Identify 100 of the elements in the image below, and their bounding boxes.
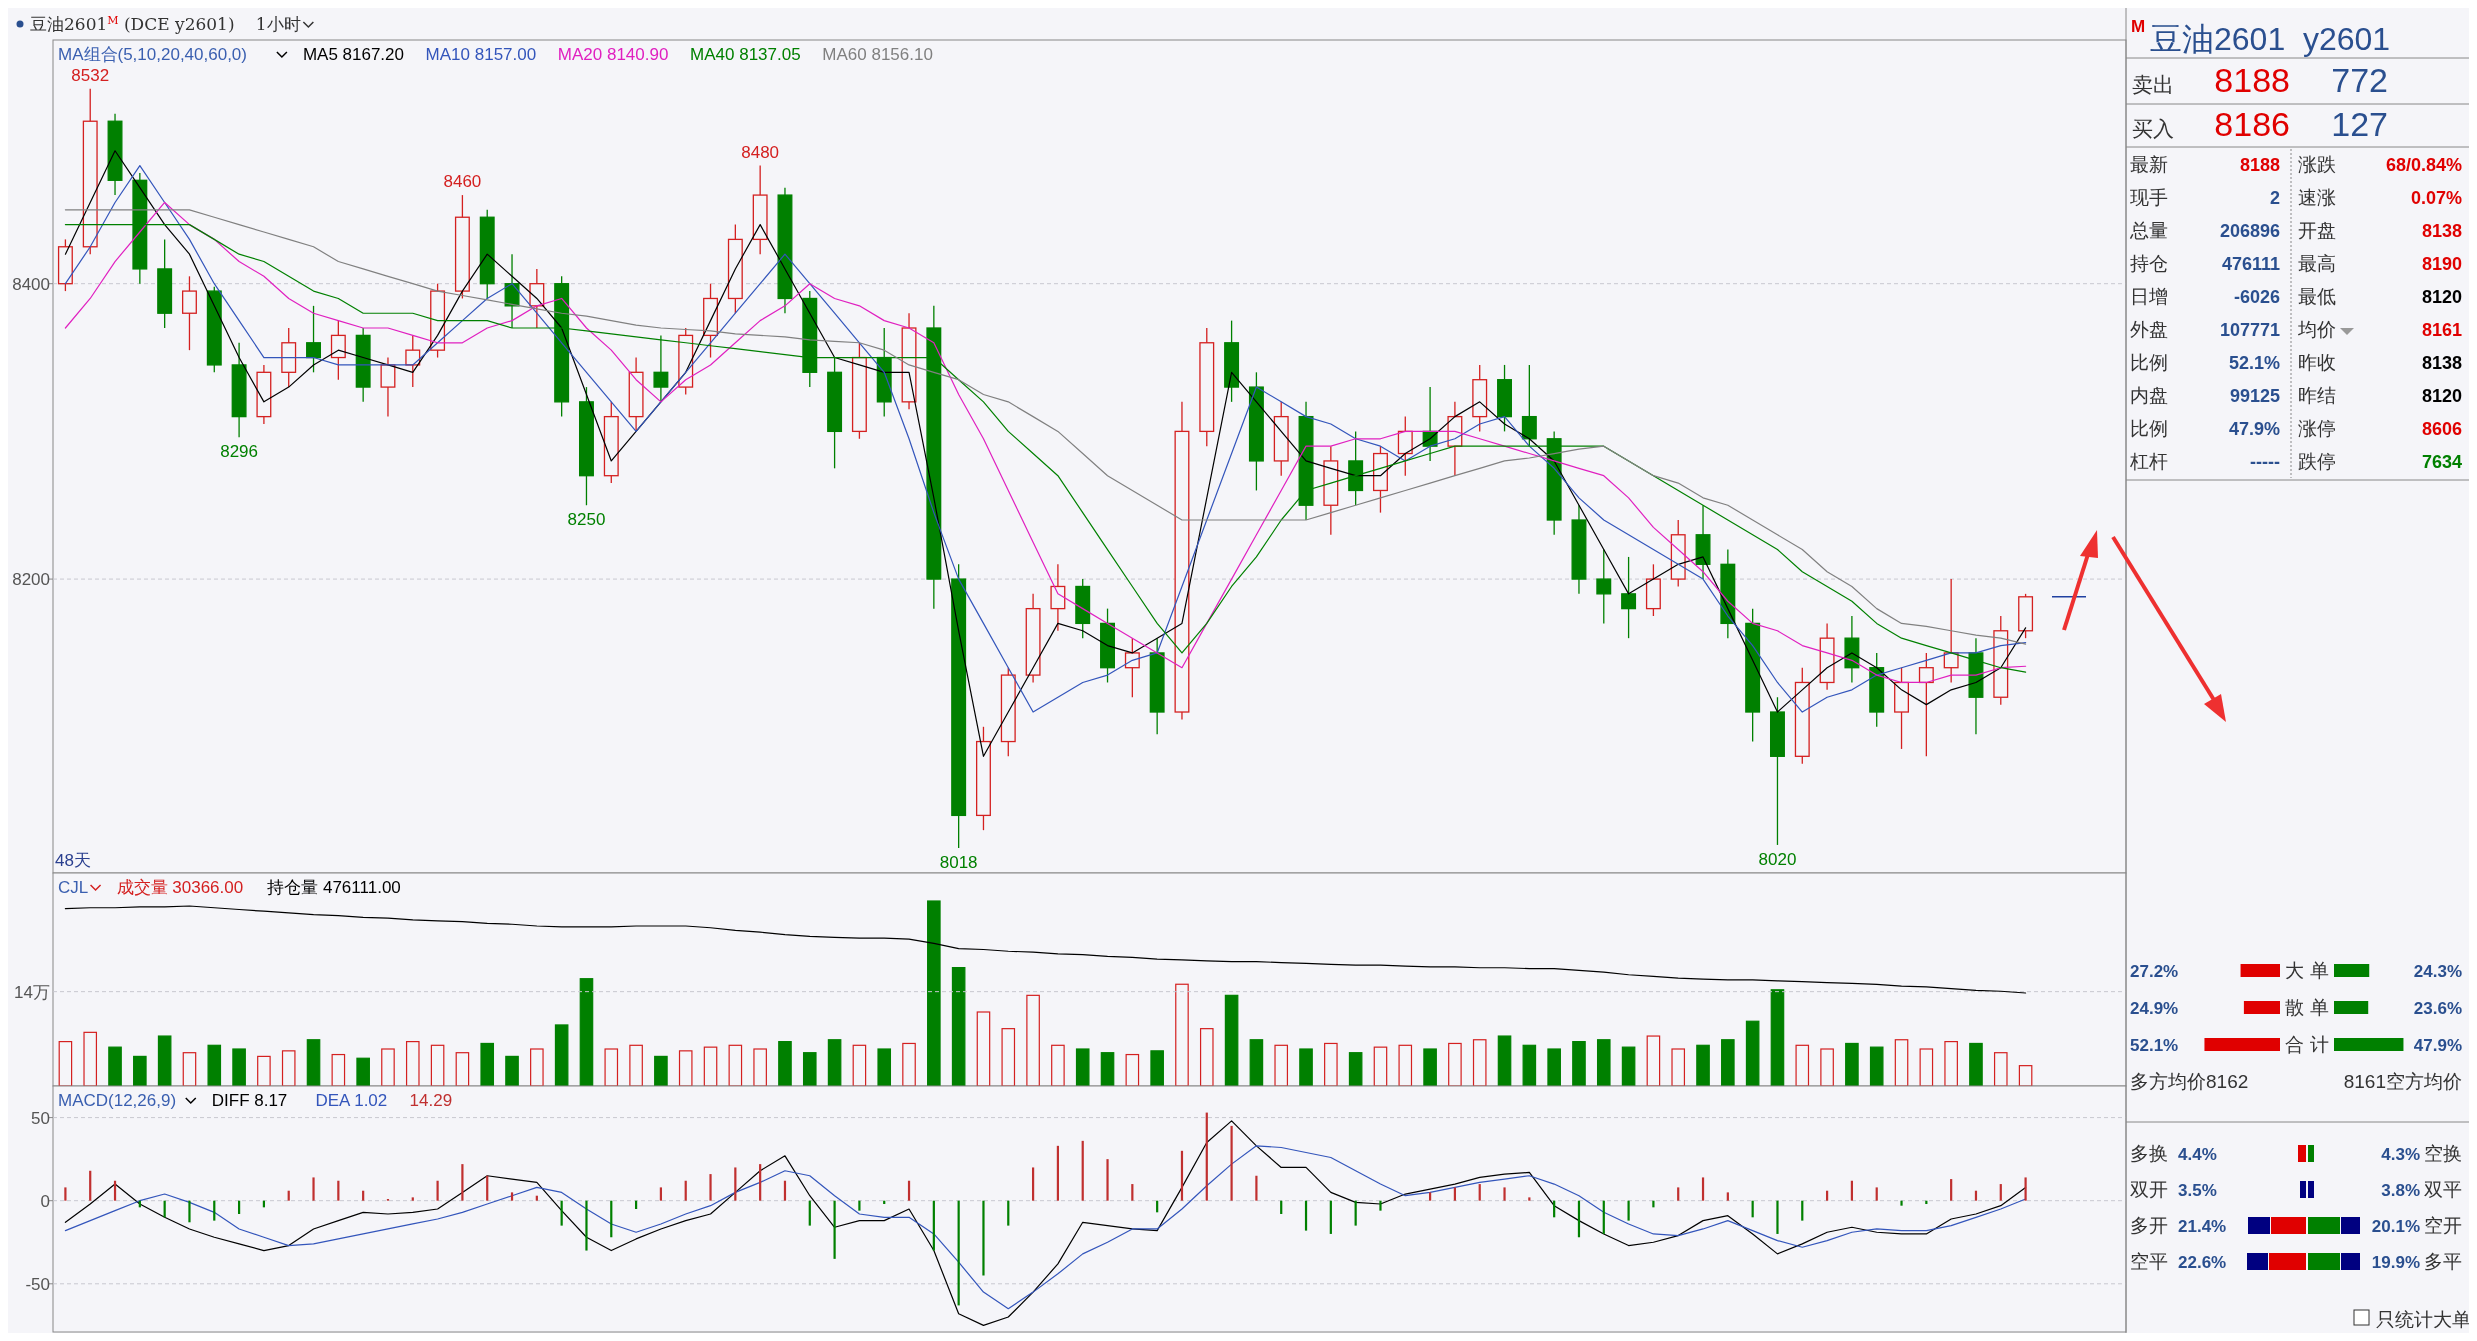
bar — [1522, 1044, 1537, 1087]
candlestick — [653, 334, 669, 403]
text: 豆油2601 y2601 — [2150, 21, 2391, 57]
bar — [188, 1200, 191, 1223]
bar — [362, 1190, 365, 1201]
bar — [654, 1055, 668, 1087]
bar — [64, 1187, 67, 1201]
bar — [1379, 1200, 1382, 1211]
text: 52.1% — [2228, 353, 2280, 373]
text: 均价 — [2297, 319, 2336, 340]
candlestick — [1050, 563, 1066, 632]
y-tick-label: 0 — [40, 1191, 50, 1211]
bar — [89, 1170, 92, 1201]
text: 杠杆 — [2129, 451, 2168, 472]
bar — [1825, 1190, 1829, 1201]
text: 涨跌 — [2298, 154, 2336, 175]
bar — [1721, 1039, 1735, 1087]
bar — [1602, 1200, 1605, 1234]
bar — [957, 1200, 960, 1306]
text: 空开 — [2424, 1215, 2462, 1236]
text: 比例 — [2130, 418, 2168, 439]
text: 持仓 — [2130, 253, 2168, 274]
text: 多方均价8162 — [2130, 1071, 2249, 1092]
text: 3.8% — [2381, 1181, 2420, 1200]
bar — [411, 1197, 414, 1201]
y-tick-label: 散 单 — [2285, 997, 2329, 1018]
bar — [932, 1200, 935, 1251]
candlestick — [1918, 652, 1934, 757]
bar — [1701, 1177, 1705, 1201]
text: 多平 — [2424, 1251, 2462, 1272]
bar — [1354, 1200, 1357, 1226]
bar — [907, 1180, 911, 1201]
text: 8138 — [2421, 353, 2462, 373]
text: 日增 — [2130, 286, 2168, 307]
bar — [1100, 1052, 1115, 1087]
text: 双开 — [2130, 1179, 2168, 1200]
text: 8018 — [939, 852, 978, 872]
bar — [585, 1200, 588, 1251]
legend-label: MA5 8167.20 — [302, 45, 405, 64]
bar — [1596, 1039, 1611, 1087]
bar — [1770, 989, 1785, 1087]
text: 476111 — [2221, 254, 2280, 274]
text: 双平 — [2424, 1179, 2462, 1200]
y-tick-label: 8200 — [12, 570, 50, 590]
bar — [113, 1180, 117, 1201]
bar — [808, 1200, 811, 1226]
bar — [1348, 1052, 1363, 1087]
text: 8250 — [567, 510, 606, 530]
text: 总量 — [2129, 220, 2168, 241]
chart-title: MACD(12,26,9) — [58, 1091, 177, 1110]
bar — [1745, 1020, 1760, 1087]
text: 206896 — [2219, 221, 2280, 241]
text: 22.6% — [2178, 1253, 2227, 1272]
bar — [1875, 1187, 1878, 1201]
candlestick — [330, 319, 346, 381]
bar — [1503, 1187, 1506, 1201]
bar — [510, 1192, 514, 1201]
bar — [1081, 1140, 1084, 1201]
text: 8161 — [2421, 320, 2462, 340]
candlestick — [1521, 364, 1537, 447]
text: 内盘 — [2130, 385, 2168, 406]
ref-line-label: 14万 — [14, 982, 50, 1002]
bar — [1497, 1035, 1512, 1087]
bar — [1304, 1200, 1308, 1231]
text: 8161空方均价 — [2343, 1071, 2462, 1092]
bar — [1652, 1200, 1655, 1208]
text: M — [2131, 17, 2146, 36]
bar — [1850, 1180, 1854, 1201]
text: 21.4% — [2178, 1217, 2227, 1236]
bar — [237, 1200, 241, 1214]
candlestick — [306, 305, 321, 373]
text: 2 — [2269, 188, 2280, 208]
text: 8188 — [2214, 61, 2290, 99]
bar — [337, 1180, 340, 1201]
bar — [287, 1190, 290, 1201]
text: -6026 — [2233, 287, 2280, 307]
bar — [1224, 994, 1239, 1087]
series-label: 持仓量 476111.00 — [267, 878, 401, 897]
bar — [480, 1042, 495, 1087]
bar — [232, 1048, 246, 1087]
text: 外盘 — [2130, 319, 2168, 340]
bar — [1677, 1187, 1680, 1201]
text: 最新 — [2130, 154, 2168, 175]
text: 开盘 — [2298, 220, 2336, 241]
bar — [1249, 1039, 1264, 1087]
bar — [684, 1180, 687, 1201]
text: 比例 — [2130, 352, 2168, 373]
chart-subtitle: 1小时 — [255, 14, 301, 34]
line-series — [64, 1145, 2027, 1310]
bar — [927, 900, 941, 1087]
candlestick — [1397, 415, 1413, 477]
annotation: 48天 — [55, 851, 91, 870]
bar — [306, 1039, 321, 1087]
text: 99125 — [2229, 386, 2280, 406]
bar — [759, 1164, 762, 1201]
bar — [778, 1041, 792, 1087]
bar — [1969, 1042, 1983, 1087]
text: 127 — [2331, 105, 2388, 143]
text: MA40 8137.05 — [690, 45, 801, 64]
data-label: 27.2% — [2130, 962, 2179, 981]
